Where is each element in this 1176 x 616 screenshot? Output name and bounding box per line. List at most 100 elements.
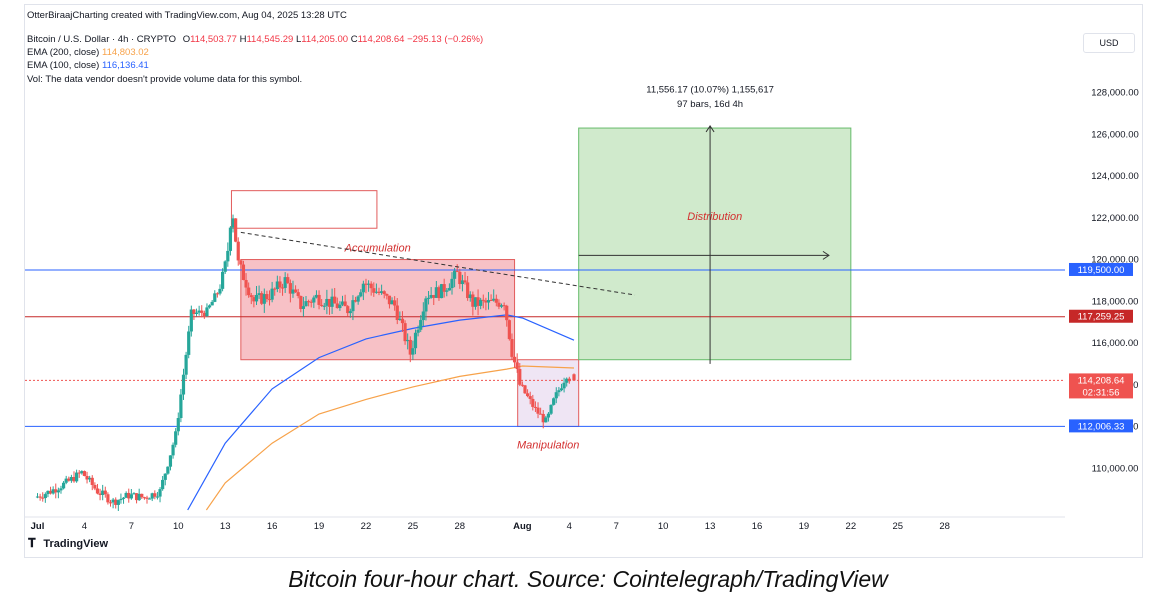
candle-body bbox=[67, 478, 71, 481]
candle-body bbox=[247, 287, 251, 296]
candle-body bbox=[275, 281, 279, 289]
candle-body bbox=[541, 413, 545, 423]
candle-body bbox=[340, 301, 345, 305]
candle-body bbox=[567, 378, 571, 382]
candle-body bbox=[174, 431, 178, 445]
candle-body bbox=[127, 492, 131, 499]
candle-body bbox=[254, 294, 259, 302]
ema200-legend[interactable]: EMA (200, close) 114,803.02 bbox=[27, 47, 149, 58]
ohlc-c-label: C bbox=[350, 34, 358, 45]
candle-body bbox=[525, 393, 530, 397]
price-level-label: 117,259.25 bbox=[1078, 312, 1125, 323]
candle-body bbox=[153, 493, 157, 497]
candle-body bbox=[338, 304, 342, 309]
candle-body bbox=[283, 277, 287, 288]
candle-body bbox=[129, 494, 133, 499]
candle-body bbox=[213, 293, 217, 302]
tradingview-logo[interactable]: 𝐓 TradingView bbox=[28, 536, 108, 551]
candle-body bbox=[142, 497, 146, 499]
chart-frame[interactable]: Accumulation Manipulation Distribution 11,5… bbox=[24, 4, 1143, 558]
candle-body bbox=[176, 418, 180, 432]
ohlc-high: 114,545.29 bbox=[246, 34, 294, 45]
candle-body bbox=[210, 301, 214, 306]
zone-label: Distribution bbox=[687, 211, 742, 223]
candle-body bbox=[228, 227, 233, 251]
ema100-legend[interactable]: EMA (100, close) 116,136.41 bbox=[27, 60, 149, 71]
candle-body bbox=[75, 472, 79, 482]
candle-body bbox=[288, 283, 292, 294]
tradingview-logo-text: TradingView bbox=[43, 538, 108, 550]
candle-body bbox=[460, 280, 465, 285]
ohlc-low: 114,205.00 bbox=[301, 34, 349, 45]
candle-body bbox=[171, 444, 175, 456]
candle-body bbox=[523, 385, 527, 394]
current-price-tag bbox=[1069, 373, 1133, 399]
tradingview-logo-icon: 𝐓 bbox=[28, 536, 41, 550]
candle-body bbox=[380, 291, 384, 293]
candle-body bbox=[88, 477, 92, 480]
candle-body bbox=[140, 493, 144, 498]
ohlc-h-label: H bbox=[239, 34, 247, 45]
candle-body bbox=[218, 288, 222, 294]
currency-button[interactable]: USD bbox=[1083, 33, 1135, 53]
candle-body bbox=[372, 288, 376, 293]
candle-body bbox=[309, 301, 313, 303]
candle-body bbox=[549, 404, 553, 414]
candle-body bbox=[82, 471, 87, 476]
candle-body bbox=[434, 287, 438, 298]
candle-body bbox=[445, 290, 449, 292]
candle-body bbox=[43, 494, 47, 499]
candle-body bbox=[390, 300, 394, 305]
candle-body bbox=[369, 283, 373, 289]
candle-body bbox=[512, 356, 517, 363]
candle-body bbox=[90, 477, 94, 485]
candle-body bbox=[35, 496, 40, 498]
candle-body bbox=[353, 300, 358, 302]
price-chart[interactable]: Accumulation Manipulation Distribution 11,5… bbox=[25, 5, 1142, 557]
candle-body bbox=[546, 413, 551, 418]
candle-body bbox=[395, 305, 399, 321]
zone-label: Accumulation bbox=[344, 243, 411, 255]
candle-body bbox=[148, 498, 152, 500]
x-tick-label: 22 bbox=[846, 521, 857, 532]
candle-body bbox=[239, 260, 243, 265]
candle-body bbox=[161, 479, 165, 490]
candle-body bbox=[265, 294, 269, 300]
candle-body bbox=[515, 362, 519, 370]
candle-body bbox=[455, 270, 459, 272]
ohlc-o-label: O bbox=[182, 34, 191, 45]
candle-body bbox=[473, 297, 478, 307]
candle-body bbox=[179, 394, 183, 419]
candle-body bbox=[291, 289, 295, 294]
candle-body bbox=[356, 296, 360, 302]
candle-body bbox=[98, 493, 102, 495]
zone-label: Manipulation bbox=[517, 440, 579, 452]
candle-body bbox=[301, 306, 306, 309]
candle-body bbox=[416, 329, 420, 333]
credit-line: OtterBiraajCharting created with Trading… bbox=[27, 10, 347, 21]
candle-body bbox=[119, 498, 123, 501]
candle-body bbox=[257, 293, 261, 295]
measure-arrowhead-up bbox=[705, 125, 715, 133]
candle-body bbox=[312, 297, 316, 303]
candle-body bbox=[168, 455, 173, 467]
current-price-label: 114,208.64 bbox=[1078, 375, 1125, 386]
candle-body bbox=[557, 390, 561, 393]
x-tick-label: 28 bbox=[939, 521, 950, 532]
candle-body bbox=[385, 294, 389, 296]
candle-body bbox=[134, 493, 139, 501]
x-tick-label: 19 bbox=[314, 521, 325, 532]
candle-body bbox=[468, 294, 472, 299]
candle-body bbox=[484, 300, 488, 303]
x-tick-label: 10 bbox=[173, 521, 184, 532]
candle-body bbox=[80, 471, 84, 474]
candle-body bbox=[145, 497, 149, 499]
candle-body bbox=[38, 496, 42, 498]
price-level-tag bbox=[1069, 419, 1133, 433]
candle-body bbox=[108, 502, 113, 504]
candle-body bbox=[520, 384, 524, 386]
y-tick-label: 120,000.00 bbox=[1091, 255, 1139, 266]
candle-body bbox=[505, 305, 509, 321]
candle-body bbox=[333, 296, 337, 304]
candle-body bbox=[101, 490, 105, 495]
